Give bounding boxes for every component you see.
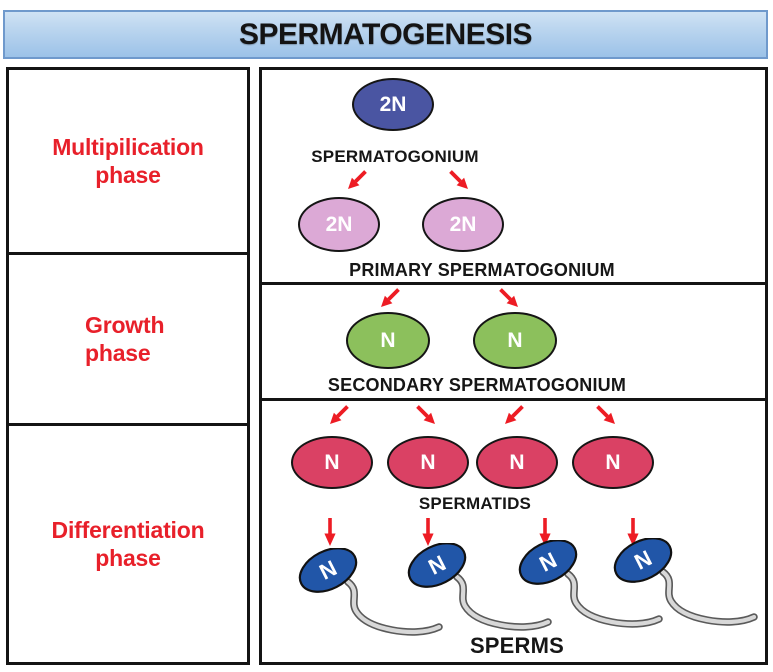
red-arrow-down-icon: [322, 516, 338, 548]
page-title: SPERMATOGENESIS: [238, 17, 533, 51]
sperm-1: N: [298, 548, 448, 648]
spermatogonium-cell: 2N: [352, 78, 434, 131]
spermatogonium-label: SPERMATOGONIUM: [311, 147, 479, 166]
red-arrow-down-right-icon: [498, 287, 520, 309]
spermatid-cell-4: N: [572, 436, 654, 489]
phase-label-line: phase: [95, 545, 161, 571]
ploidy-label: 2N: [379, 92, 407, 116]
phase-label-line: phase: [95, 162, 161, 188]
phase-cell-growth: Growth phase: [9, 255, 247, 426]
red-arrow-down-left-icon: [346, 169, 368, 191]
ploidy-label: N: [324, 450, 340, 474]
ploidy-label: N: [507, 328, 523, 352]
sperm-4: N: [613, 538, 763, 638]
ploidy-label: N: [605, 450, 621, 474]
phase-column: Multipilication phase Growth phase Diffe…: [6, 67, 250, 665]
red-arrow-down-right-icon: [595, 404, 617, 426]
primary-spermatogonium-label: PRIMARY SPERMATOGONIUM: [349, 260, 615, 280]
primary-spermatogonium-cell-2: 2N: [422, 197, 504, 252]
phase-label-line: Multipilication: [52, 133, 204, 160]
phase-label-line: phase: [85, 340, 151, 366]
title-bar: SPERMATOGENESIS: [3, 10, 768, 59]
section-divider: [262, 282, 765, 285]
secondary-spermatogonium-cell-2: N: [473, 312, 557, 369]
phase-cell-differentiation: Differentiation phase: [9, 426, 247, 662]
sperm-2: N: [407, 543, 557, 643]
diagram-panel: 2N SPERMATOGONIUM 2N 2N PRIMARY SPERMATO…: [259, 67, 768, 665]
secondary-spermatogonium-label: SECONDARY SPERMATOGONIUM: [327, 375, 627, 395]
phase-label-line: Differentiation: [51, 516, 205, 543]
primary-spermatogonium-cell-1: 2N: [298, 197, 380, 252]
red-arrow-down-right-icon: [448, 169, 470, 191]
red-arrow-down-left-icon: [503, 404, 525, 426]
secondary-spermatogonium-cell-1: N: [346, 312, 430, 369]
ploidy-label: N: [380, 328, 396, 352]
red-arrow-down-left-icon: [379, 287, 401, 309]
ploidy-label: 2N: [449, 212, 477, 236]
sperms-label: SPERMS: [469, 633, 565, 658]
sperm-3: N: [518, 540, 668, 640]
ploidy-label: 2N: [325, 212, 353, 236]
ploidy-label: N: [509, 450, 525, 474]
section-divider: [262, 398, 765, 401]
ploidy-label: N: [420, 450, 436, 474]
red-arrow-down-left-icon: [328, 404, 350, 426]
spermatid-cell-3: N: [476, 436, 558, 489]
spermatids-label: SPERMATIDS: [418, 494, 532, 513]
spermatid-cell-2: N: [387, 436, 469, 489]
red-arrow-down-right-icon: [415, 404, 437, 426]
phase-label-line: Growth: [85, 311, 165, 338]
phase-cell-multiplication: Multipilication phase: [9, 70, 247, 255]
spermatid-cell-1: N: [291, 436, 373, 489]
